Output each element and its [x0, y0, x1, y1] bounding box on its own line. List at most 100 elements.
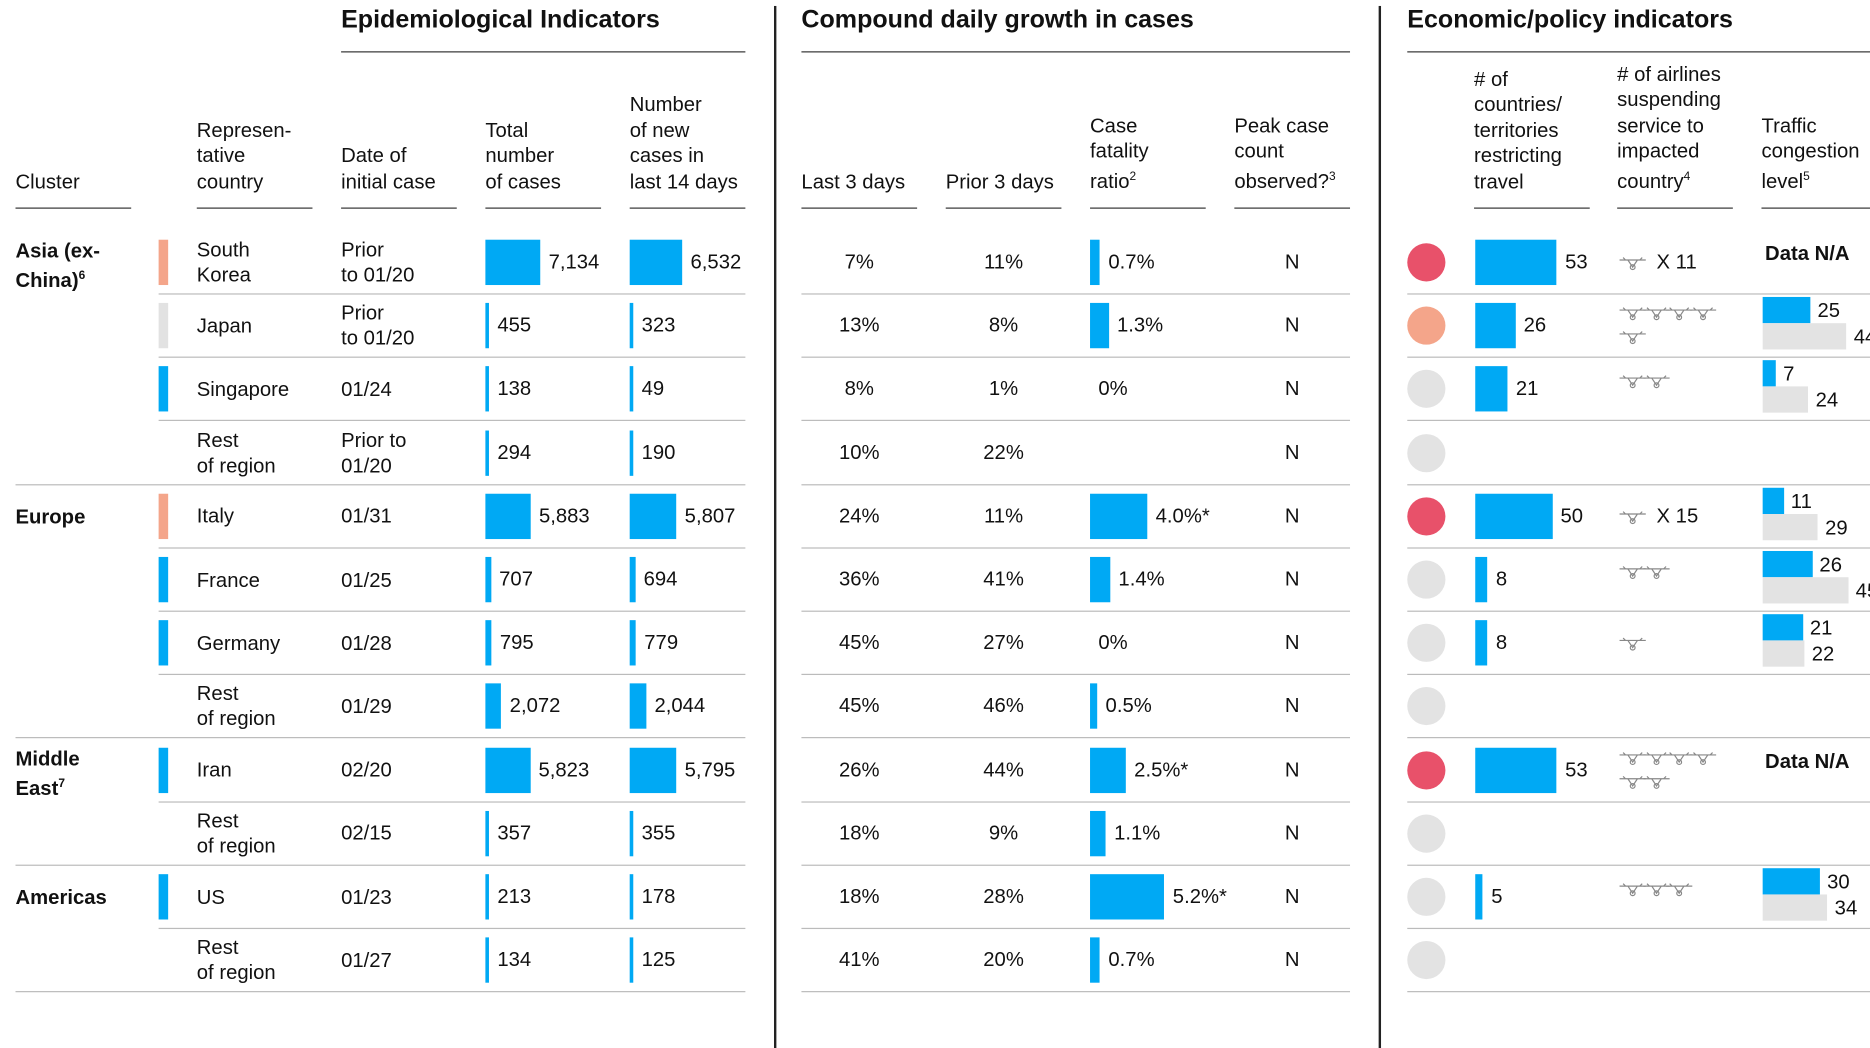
- rule: [485, 207, 602, 209]
- rule: [1407, 293, 1870, 295]
- traffic-na: Data N/A: [1765, 749, 1850, 773]
- growth: 18%: [838, 821, 880, 845]
- rule: [158, 927, 746, 930]
- rule: [15, 737, 746, 739]
- value-label: 779: [644, 631, 679, 654]
- growth: 7%: [844, 250, 874, 274]
- value-label: 455: [497, 313, 532, 337]
- date: 01/25: [341, 568, 392, 591]
- value-label: 1.4%: [1118, 567, 1165, 591]
- value-label: 294: [497, 440, 532, 464]
- airline-icon: [1618, 508, 1647, 525]
- column-header: Peak case count observed?3: [1234, 114, 1336, 193]
- traffic-bar: [1762, 577, 1849, 604]
- traffic-bar: [1762, 487, 1784, 514]
- rule: [15, 483, 746, 485]
- value-label: 795: [499, 631, 534, 654]
- bar: [485, 874, 489, 920]
- bar: [1090, 810, 1106, 857]
- peak: N: [1284, 567, 1300, 591]
- growth: 44%: [983, 758, 1024, 781]
- value-label: 134: [497, 948, 532, 971]
- value-label: 323: [641, 313, 676, 337]
- date: 01/29: [341, 695, 392, 718]
- growth: 26%: [838, 758, 880, 781]
- rule: [158, 800, 746, 803]
- column-header: Number of new cases in last 14 days: [629, 93, 738, 193]
- bar: [1090, 874, 1165, 920]
- value-label: 8: [1495, 567, 1508, 591]
- airline-icon: [1665, 304, 1694, 321]
- country: Japan: [196, 314, 253, 338]
- rule: [158, 293, 746, 295]
- traffic-bar: [1762, 360, 1777, 387]
- rule: [801, 547, 1351, 549]
- bar: [629, 810, 634, 857]
- date: 01/28: [341, 631, 392, 655]
- section-title: Economic/policy indicators: [1407, 5, 1733, 34]
- bar: [629, 874, 634, 920]
- rule: [1234, 207, 1351, 209]
- value-label: 4.0%*: [1155, 504, 1210, 527]
- value-label: 357: [497, 821, 532, 845]
- rule: [1407, 927, 1870, 930]
- rule: [801, 51, 1351, 53]
- rule: [629, 207, 746, 209]
- risk-indicator: [158, 556, 169, 603]
- country: Rest of region: [196, 428, 276, 477]
- rule: [801, 991, 1351, 993]
- date: 02/20: [341, 758, 392, 782]
- footnote-mark: 4: [1683, 170, 1691, 184]
- growth: 9%: [988, 821, 1019, 845]
- column-header: Case fatality ratio2: [1090, 114, 1149, 193]
- bar: [485, 683, 502, 730]
- bar: [485, 239, 541, 286]
- bar: [629, 239, 683, 286]
- airline-icon: [1618, 563, 1647, 580]
- value-label: 190: [641, 440, 676, 464]
- rule: [1407, 420, 1870, 422]
- footnote-mark: 6: [78, 269, 86, 283]
- traffic-na: Data N/A: [1765, 242, 1850, 265]
- bar: [1475, 747, 1557, 793]
- footnote-mark: 2: [1129, 170, 1137, 184]
- growth: 36%: [838, 567, 880, 591]
- value-label: 694: [643, 567, 678, 591]
- risk-circle: [1407, 941, 1446, 980]
- traffic-bar: [1762, 550, 1813, 578]
- airline-icon: [1642, 880, 1671, 897]
- bar: [1475, 239, 1557, 286]
- value-label: 34: [1834, 896, 1858, 920]
- value-label: 5,883: [538, 504, 590, 527]
- growth: 24%: [838, 504, 880, 527]
- airline-icon: [1642, 304, 1671, 321]
- rule: [1407, 356, 1870, 359]
- growth: 8%: [988, 313, 1019, 337]
- peak: N: [1284, 504, 1300, 527]
- airline-icon: [1665, 880, 1694, 897]
- divider: [1378, 5, 1382, 1048]
- value-label: 7: [1783, 363, 1795, 386]
- rule: [1407, 483, 1870, 485]
- rule: [801, 927, 1351, 930]
- date: Prior to 01/20: [341, 301, 415, 350]
- value-label: 30: [1827, 870, 1850, 894]
- value-label: 1.3%: [1116, 313, 1164, 337]
- country: Germany: [196, 631, 281, 655]
- value-label: 53: [1565, 250, 1588, 274]
- rule: [196, 207, 313, 209]
- rule: [158, 610, 746, 612]
- rule: [1761, 207, 1870, 209]
- traffic-bar: [1762, 513, 1818, 541]
- divider: [773, 5, 777, 1048]
- bar: [485, 620, 492, 666]
- date: 02/15: [341, 822, 392, 845]
- airline-icon: [1642, 772, 1671, 789]
- traffic-bar: [1762, 323, 1847, 350]
- value-label: 5.2%*: [1172, 884, 1227, 908]
- value-label: 5,795: [684, 758, 736, 781]
- column-header: # of airlines suspending service to impa…: [1617, 63, 1721, 193]
- value-label: 0%: [1098, 631, 1128, 654]
- peak: N: [1284, 631, 1300, 654]
- value-label: 213: [497, 884, 532, 908]
